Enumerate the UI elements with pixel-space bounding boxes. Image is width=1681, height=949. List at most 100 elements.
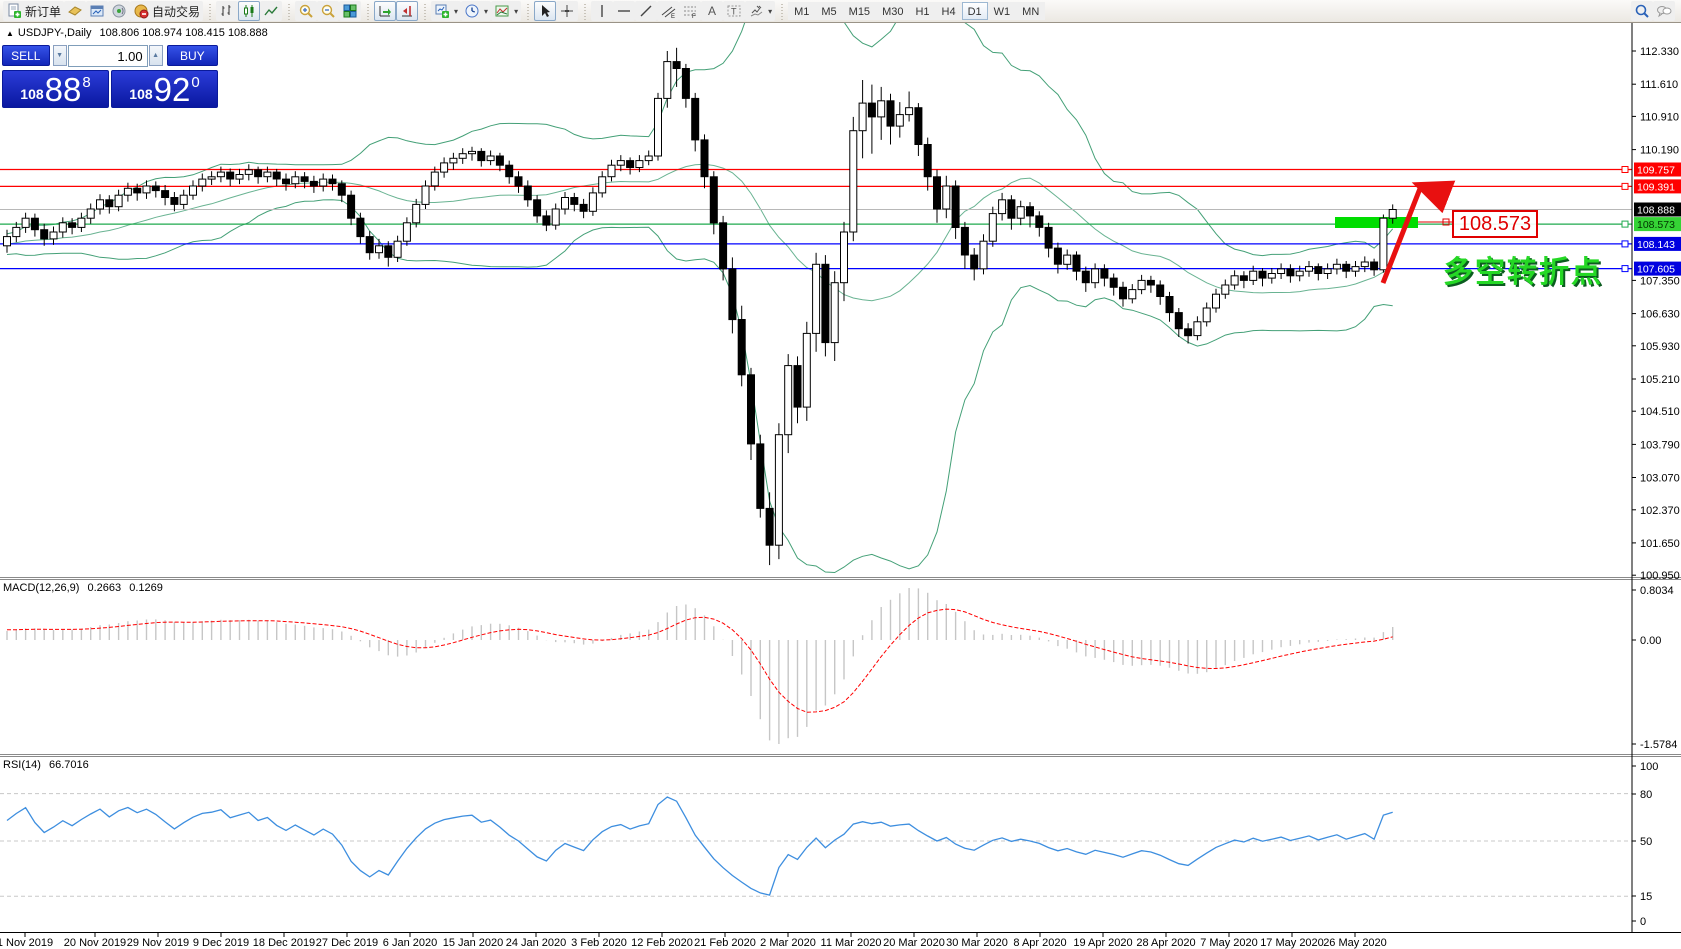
trend-arrow[interactable] [1380, 180, 1456, 284]
timeframe-button-h1[interactable]: H1 [909, 2, 936, 20]
candle [542, 215, 551, 226]
volume-input[interactable] [67, 45, 148, 67]
line-handle[interactable] [1621, 166, 1629, 173]
time-axis[interactable]: 1 Nov 2019 20 Nov 2019 29 Nov 2019 9 Dec 20… [0, 933, 1387, 949]
indicators-button[interactable]: ▾ [491, 1, 522, 21]
candle [1230, 275, 1239, 286]
hline-button[interactable] [613, 1, 636, 21]
date-tick-label: 24 Jan 2020 [506, 937, 567, 949]
candlestick-button[interactable] [238, 1, 261, 21]
trendline-button[interactable] [635, 1, 658, 21]
candle [1202, 307, 1211, 323]
sell-button[interactable]: SELL [2, 45, 50, 66]
bar-chart-icon [219, 3, 235, 19]
candle [923, 144, 932, 178]
bar-chart-button[interactable] [216, 1, 239, 21]
tile-windows-button[interactable] [339, 1, 362, 21]
bollinger-lower-band [6, 199, 1393, 574]
price-tick-label: 103.790 [1640, 439, 1680, 451]
date-tick-label: 17 May 2020 [1260, 937, 1324, 949]
profiles-button[interactable]: ▾ [461, 1, 492, 21]
timeframe-button-mn[interactable]: MN [1016, 2, 1046, 20]
sell-price-tile[interactable]: 108 88 8 [2, 70, 109, 108]
candle [719, 222, 728, 270]
candle [384, 245, 393, 258]
candle [30, 217, 39, 231]
timeframe-button-h4[interactable]: H4 [935, 2, 962, 20]
vline-button[interactable] [591, 1, 614, 21]
candle [616, 160, 625, 166]
cursor-button[interactable] [534, 1, 557, 21]
candle [951, 185, 960, 228]
timeframe-button-m15[interactable]: M15 [842, 2, 877, 20]
candle [421, 185, 430, 205]
new-order-button[interactable]: 新订单 [3, 1, 65, 21]
text-button[interactable]: A [701, 1, 724, 21]
chevron-down-icon[interactable]: ▾ [768, 6, 773, 16]
line-handle[interactable] [1621, 220, 1629, 228]
candle [356, 217, 365, 238]
candle [728, 268, 737, 321]
candle [551, 208, 560, 226]
macd-pane[interactable] [6, 588, 1394, 744]
macd-indicator-label: MACD(12,26,9) 0.2663 0.1269 [3, 582, 168, 594]
main-price-pane[interactable] [0, 0, 1632, 574]
chat-button[interactable] [1653, 1, 1675, 21]
line-handle[interactable] [1621, 265, 1629, 273]
timeframe-button-m1[interactable]: M1 [788, 2, 816, 20]
buy-button[interactable]: BUY [166, 45, 218, 66]
candle [607, 164, 616, 178]
candle [430, 171, 439, 187]
timeframe-button-m30[interactable]: M30 [876, 2, 910, 20]
date-tick-label: 26 May 2020 [1323, 937, 1387, 949]
candle [1323, 268, 1332, 274]
indicators-icon [494, 3, 510, 19]
candle [1379, 217, 1388, 271]
shapes-button[interactable]: ▾ [745, 1, 776, 21]
candle [96, 199, 104, 210]
channel-button[interactable]: E [657, 1, 680, 21]
timeframe-button-d1[interactable]: D1 [961, 2, 988, 20]
price-callout-box[interactable]: 108.573 [1452, 210, 1538, 238]
rsi-pane[interactable] [0, 793, 1632, 897]
auto-scroll-button[interactable] [374, 1, 397, 21]
candle [1295, 270, 1304, 277]
timeframe-button-m5[interactable]: M5 [815, 2, 843, 20]
auto-trading-button[interactable]: 自动交易 [130, 1, 204, 21]
chart-expand-icon[interactable]: ▲ [6, 29, 14, 38]
label-button[interactable]: T [723, 1, 746, 21]
zoom-out-button[interactable] [317, 1, 340, 21]
search-button[interactable] [1631, 1, 1653, 21]
crosshair-button[interactable] [556, 1, 579, 21]
candle [1053, 247, 1062, 265]
candle [226, 171, 235, 180]
timeframe-button-w1[interactable]: W1 [987, 2, 1017, 20]
volume-decrement-button[interactable]: ▼ [52, 45, 67, 66]
chevron-down-icon[interactable]: ▾ [484, 6, 489, 16]
signal-button[interactable] [108, 1, 131, 21]
price-tick-label: 112.330 [1640, 46, 1679, 58]
zoom-in-button[interactable] [295, 1, 318, 21]
chevron-down-icon[interactable]: ▾ [454, 6, 459, 16]
rsi-axis-label: 80 [1640, 789, 1652, 801]
chart-shift-button[interactable] [396, 1, 419, 21]
chart-window-button[interactable] [86, 1, 109, 21]
volume-increment-button[interactable]: ▲ [148, 45, 163, 66]
price-line-label-text: 108.143 [1637, 239, 1675, 251]
green-highlight-box[interactable] [1335, 217, 1418, 228]
line-handle[interactable] [1621, 240, 1629, 248]
price-line-label-text: 107.605 [1637, 264, 1675, 276]
profiles-icon [464, 3, 480, 19]
chevron-down-icon[interactable]: ▾ [514, 6, 519, 16]
line-chart-button[interactable] [260, 1, 283, 21]
ticket-button[interactable] [64, 1, 87, 21]
new-chart-button[interactable]: ▾ [431, 1, 462, 21]
line-handle[interactable] [1621, 182, 1629, 190]
fibonacci-button[interactable]: F [679, 1, 702, 21]
date-tick-label: 11 Mar 2020 [821, 937, 882, 949]
macd-value-main: 0.2663 [87, 582, 122, 594]
buy-price-tile[interactable]: 108 92 0 [111, 70, 218, 108]
new-order-icon [6, 3, 22, 19]
price-axis[interactable]: 112.330 111.610 110.910 110.190 107.350 106.6… [1418, 46, 1681, 928]
